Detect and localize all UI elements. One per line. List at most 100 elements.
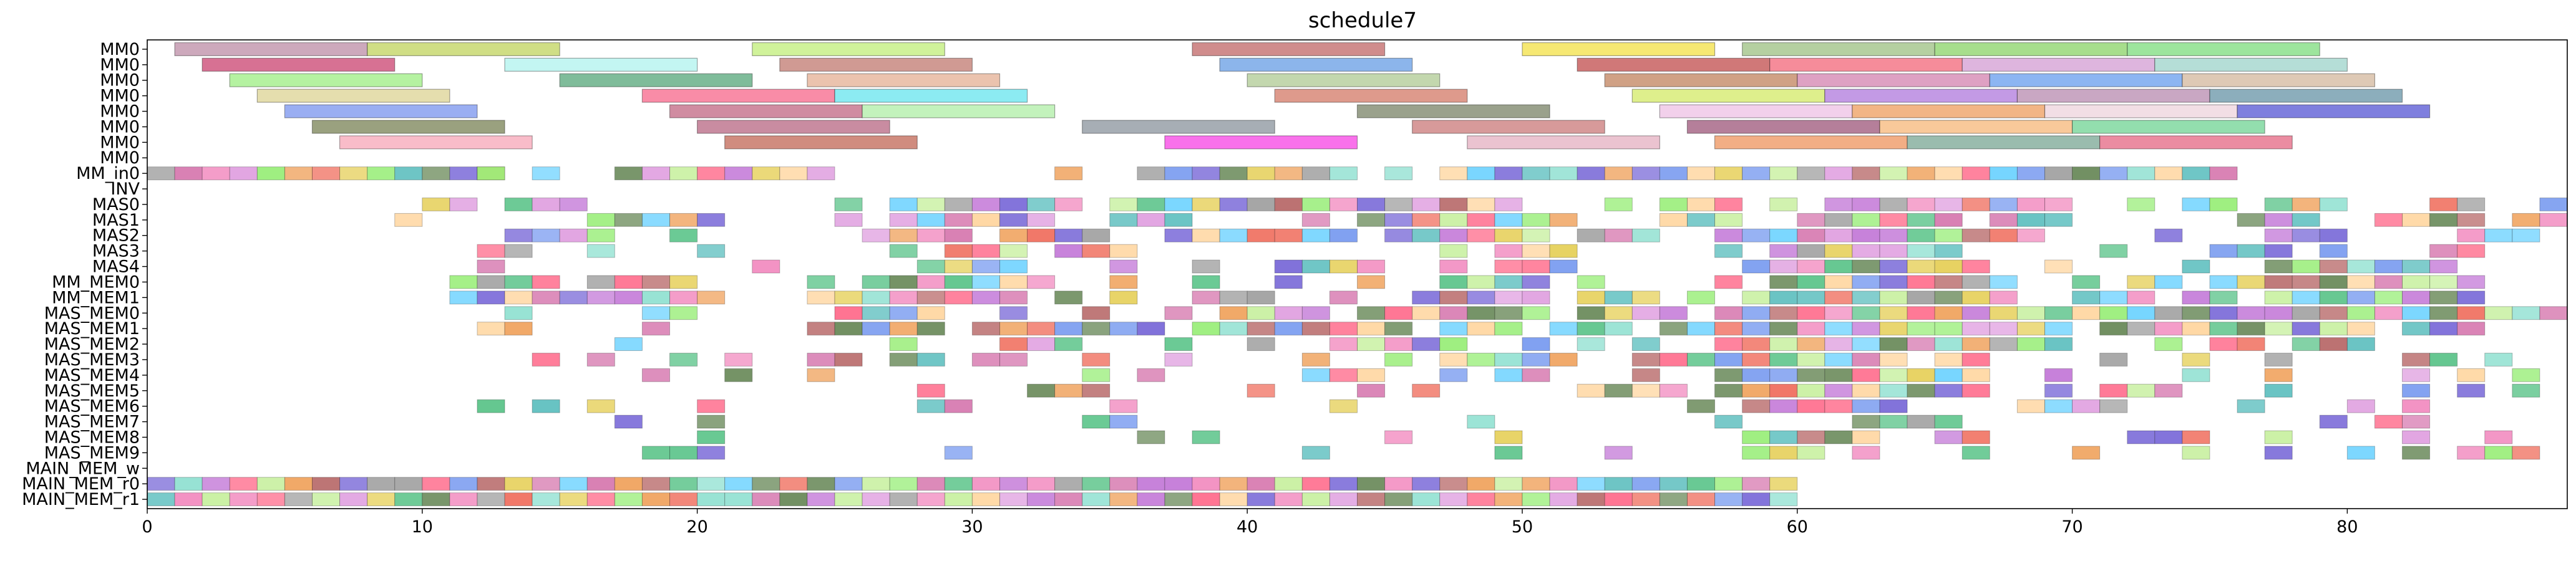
task-block (1082, 352, 1111, 367)
task-block (999, 337, 1028, 352)
task-block (1824, 290, 1853, 305)
task-block (1082, 492, 1111, 507)
task-block (669, 228, 698, 242)
task-block (1742, 492, 1771, 507)
task-block (1934, 383, 1963, 398)
plot-frame (147, 39, 2568, 509)
task-block (1659, 492, 1688, 507)
task-block (2264, 430, 2293, 444)
task-block (367, 492, 396, 507)
task-block (1219, 197, 1248, 211)
task-block (2182, 446, 2210, 460)
task-block (1467, 352, 1495, 367)
task-bar (1219, 57, 1413, 72)
task-block (1247, 290, 1275, 305)
task-block (2154, 430, 2183, 444)
task-block (614, 415, 643, 429)
task-block (2264, 383, 2293, 398)
task-block (1219, 322, 1248, 336)
task-block (1577, 322, 1605, 336)
y-tick-label: MAS_MEM6 (44, 397, 140, 416)
task-block (1934, 337, 1963, 352)
task-block (697, 477, 726, 491)
task-block (834, 352, 863, 367)
task-block (1686, 492, 1716, 507)
task-block (2429, 197, 2458, 211)
task-block (1659, 322, 1688, 336)
task-block (2099, 399, 2128, 413)
task-block (1329, 399, 1358, 413)
task-block (367, 477, 396, 491)
task-block (2264, 368, 2293, 382)
task-block (1109, 477, 1138, 491)
task-block (916, 290, 945, 305)
task-block (1549, 352, 1578, 367)
task-block (1961, 228, 1990, 242)
task-block (2402, 446, 2431, 460)
task-block (1742, 290, 1771, 305)
task-block (1192, 322, 1220, 336)
task-bar (2099, 135, 2293, 150)
task-block (1686, 213, 1716, 227)
task-block (1384, 306, 1413, 320)
task-block (422, 166, 450, 181)
task-block (641, 290, 671, 305)
y-tick-label: MAS_MEM9 (44, 443, 140, 463)
y-tick-label: MAIN_MEM_r0 (22, 474, 140, 494)
task-block (1357, 306, 1386, 320)
task-block (1412, 290, 1441, 305)
task-block (614, 275, 643, 289)
task-block (1742, 477, 1771, 491)
task-block (2429, 244, 2458, 258)
task-block (1631, 368, 1660, 382)
task-bar (641, 89, 835, 103)
task-block (1192, 477, 1220, 491)
task-block (1494, 430, 1523, 444)
task-block (916, 259, 945, 274)
task-block (1329, 492, 1358, 507)
y-tick-label: MAS2 (92, 226, 140, 246)
task-bar (2154, 57, 2348, 72)
task-bar (1742, 42, 1935, 56)
task-block (1192, 228, 1220, 242)
task-block (2154, 166, 2183, 181)
task-block (1631, 337, 1660, 352)
task-bar (1164, 135, 1358, 150)
task-block (1961, 290, 1990, 305)
y-tick-label: MAIN_MEM_w (26, 459, 140, 478)
task-block (2292, 197, 2320, 211)
task-block (1824, 306, 1853, 320)
task-block (641, 446, 671, 460)
task-block (1742, 399, 1771, 413)
task-block (1824, 197, 1853, 211)
task-block (2292, 290, 2320, 305)
task-block (2099, 306, 2128, 320)
task-block (2402, 430, 2431, 444)
task-block (2264, 352, 2293, 367)
task-block (1054, 290, 1083, 305)
task-bar (284, 104, 478, 118)
task-block (889, 213, 918, 227)
task-block (1852, 197, 1880, 211)
task-block (2209, 290, 2238, 305)
task-block (2319, 322, 2348, 336)
task-block (2457, 446, 2486, 460)
task-block (1439, 322, 1468, 336)
task-block (1329, 228, 1358, 242)
task-block (1769, 166, 1798, 181)
task-block (1439, 244, 1468, 258)
task-block (1989, 197, 2018, 211)
task-block (862, 290, 890, 305)
task-block (1329, 477, 1358, 491)
task-block (2484, 430, 2513, 444)
task-bar (2044, 104, 2238, 118)
task-block (1357, 259, 1386, 274)
task-block (807, 166, 835, 181)
task-block (1192, 259, 1220, 274)
task-block (2484, 228, 2513, 242)
task-block (834, 492, 863, 507)
task-block (889, 477, 918, 491)
task-block (1797, 337, 1825, 352)
y-tick-label: MAS_MEM3 (44, 350, 140, 370)
